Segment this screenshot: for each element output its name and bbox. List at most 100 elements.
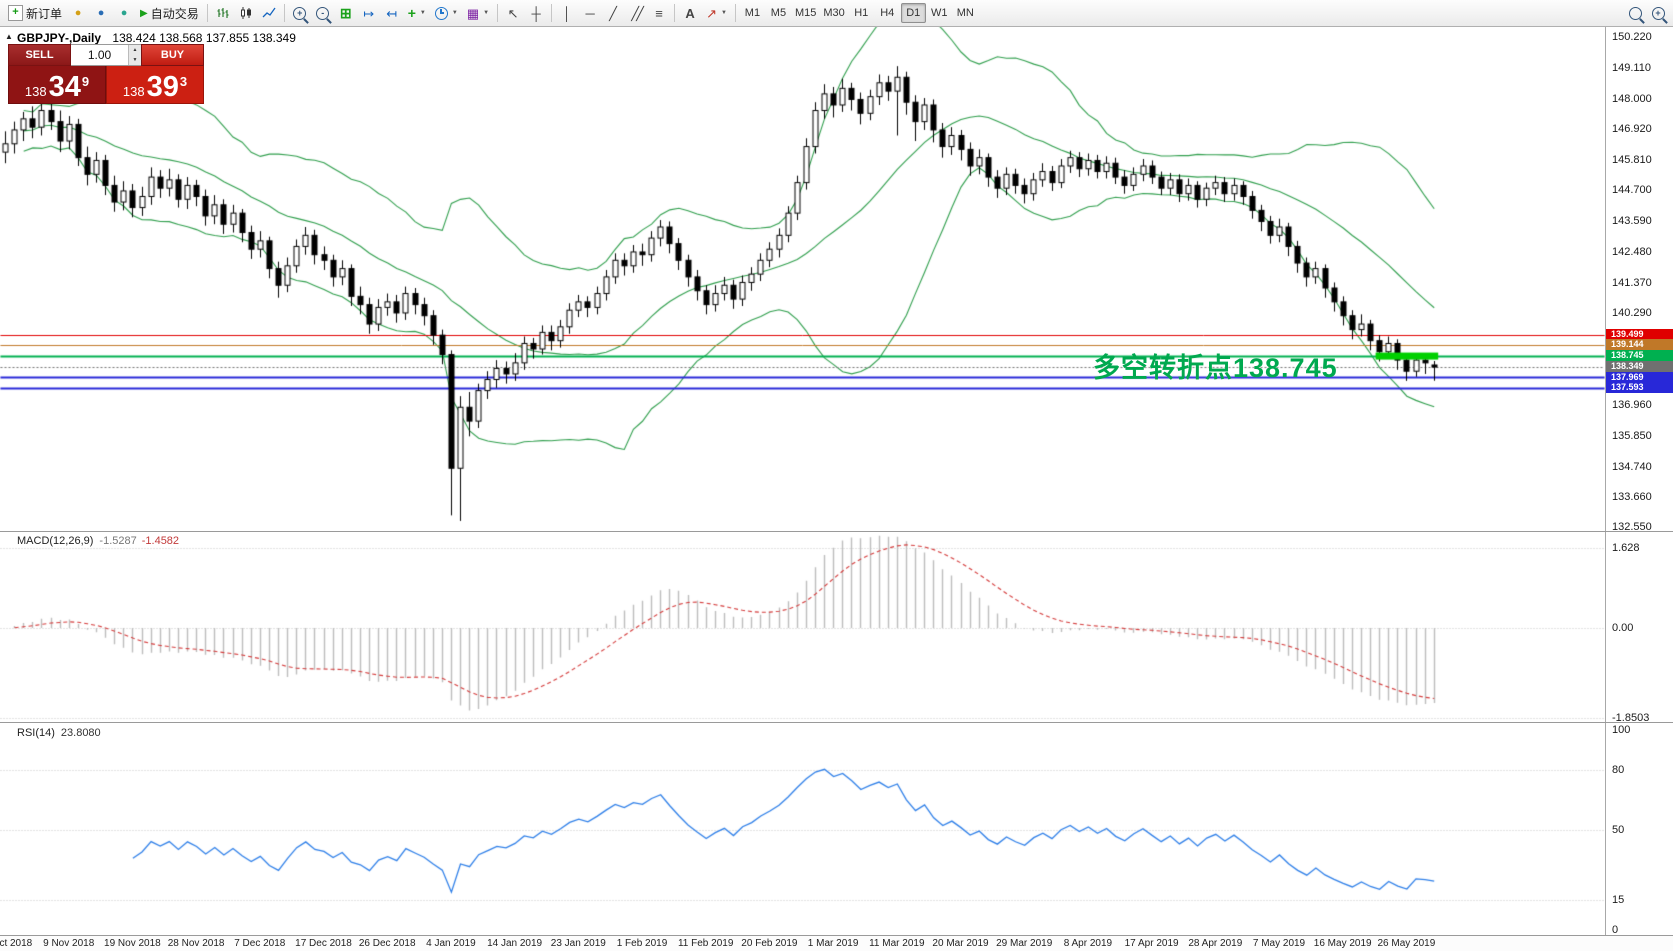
buy-button[interactable]: BUY — [141, 44, 204, 66]
timeframe-button-MN[interactable]: MN — [953, 3, 978, 23]
new-order-button[interactable]: + 新订单 — [4, 3, 66, 24]
timeframe-button-D1[interactable]: D1 — [900, 3, 926, 23]
macd-main-value: -1.5287 — [99, 535, 137, 547]
toolbar-separator — [497, 4, 499, 22]
text-tool-button[interactable]: A — [679, 3, 701, 24]
terminal-icon: ● — [120, 6, 128, 19]
navigator-button[interactable]: ● — [90, 3, 112, 24]
hline-price-tag[interactable]: 139.144 — [1606, 339, 1673, 350]
caret-down-icon: ▼ — [451, 10, 458, 16]
vertical-line-button[interactable]: │ — [556, 3, 578, 24]
timeframe-button-M30[interactable]: M30 — [820, 3, 847, 23]
auto-scroll-button[interactable]: ↦ — [358, 3, 380, 24]
main-chart-canvas[interactable] — [0, 26, 1605, 951]
time-axis-label: 31 Oct 2018 — [0, 938, 33, 949]
text-tool-icon: A — [685, 5, 695, 21]
toolbar: + 新订单 ● ● ● ▶ 自动交易 — [0, 0, 1673, 27]
channel-icon: ╱╱ — [631, 5, 644, 21]
volume-stepper[interactable]: 1.00 ▲ ▼ — [71, 44, 141, 66]
periods-button[interactable]: ▼ — [431, 3, 462, 24]
buy-price-button[interactable]: 138 39 3 — [106, 66, 204, 104]
channel-button[interactable]: ╱╱ — [625, 3, 647, 24]
time-axis-label: 20 Feb 2019 — [741, 938, 798, 949]
zoom-out-button[interactable]: - — [312, 3, 334, 24]
price-axis[interactable]: 150.220 149.110 148.000 146.920 145.810 144.7… — [1605, 26, 1673, 951]
chart-header: GBPJPY-,Daily 138.424 138.568 137.855 13… — [17, 31, 296, 45]
arrows-tool-button[interactable]: ↗ ▼ — [702, 3, 731, 24]
hline-price-tag[interactable]: 137.593 — [1606, 382, 1673, 394]
market-watch-button[interactable]: ● — [67, 3, 89, 24]
price-axis-tick: 141.370 — [1612, 276, 1652, 289]
fibonacci-icon: ≡ — [655, 5, 663, 21]
indicators-button[interactable]: + ▼ — [404, 3, 430, 24]
autotrade-button[interactable]: ▶ 自动交易 — [136, 3, 203, 24]
macd-title: MACD(12,26,9) — [17, 535, 94, 547]
zoom-in-button[interactable]: + — [289, 3, 311, 24]
time-axis-label: 26 Dec 2018 — [358, 938, 416, 949]
find-symbol-button[interactable]: + — [1647, 3, 1669, 24]
price-axis-tick: 133.660 — [1612, 490, 1652, 503]
arrows-tool-icon: ↗ — [706, 5, 717, 21]
timeframe-button-H1[interactable]: H1 — [849, 3, 874, 23]
price-axis-tick: 150.220 — [1612, 31, 1652, 44]
terminal-button[interactable]: ● — [113, 3, 135, 24]
fibonacci-button[interactable]: ≡ — [648, 3, 670, 24]
timeframe-button-M5[interactable]: M5 — [766, 3, 791, 23]
time-axis-label: 14 Jan 2019 — [487, 938, 543, 949]
timeframe-button-H4[interactable]: H4 — [875, 3, 900, 23]
price-axis-tick: 142.480 — [1612, 246, 1652, 258]
autotrade-label: 自动交易 — [150, 6, 199, 21]
price-axis-tick: 132.550 — [1612, 521, 1652, 534]
time-axis-label: 11 Feb 2019 — [677, 938, 734, 949]
toolbar-separator — [206, 4, 208, 22]
time-axis-label: 20 Mar 2019 — [932, 938, 989, 949]
time-axis-label: 7 May 2019 — [1252, 938, 1306, 949]
candlestick-chart-button[interactable] — [235, 3, 257, 24]
cursor-button[interactable]: ↖ — [502, 3, 524, 24]
one-click-toggle-icon[interactable]: ▲ — [5, 32, 13, 41]
time-axis[interactable]: 31 Oct 2018 9 Nov 2018 19 Nov 2018 28 Nov 2… — [0, 935, 1673, 951]
caret-down-icon: ▼ — [483, 10, 490, 16]
volume-up-button[interactable]: ▲ — [129, 45, 141, 55]
buy-price-sup: 3 — [179, 74, 188, 89]
macd-panel-separator[interactable] — [0, 531, 1673, 532]
timeframe-button-M1[interactable]: M1 — [740, 3, 765, 23]
market-watch-icon: ● — [74, 6, 82, 19]
rsi-panel-separator[interactable] — [0, 722, 1673, 723]
time-axis-label: 19 Nov 2018 — [104, 938, 161, 949]
toolbar-separator — [674, 4, 676, 22]
find-symbol-icon: + — [1651, 6, 1665, 20]
timeframe-button-M15[interactable]: M15 — [792, 3, 819, 23]
rsi-axis-label: 100 — [1612, 724, 1631, 736]
volume-value[interactable]: 1.00 — [87, 48, 112, 62]
trendline-button[interactable]: ╱ — [602, 3, 624, 24]
sell-price-sup: 9 — [81, 74, 90, 89]
hline-price-tag[interactable]: 138.745 — [1606, 350, 1673, 362]
rsi-title: RSI(14) — [17, 727, 55, 739]
hline-price-tag[interactable]: 137.969 — [1606, 371, 1673, 383]
chart-annotation-text[interactable]: 多空转折点138.745 — [1093, 353, 1338, 383]
time-axis-label: 1 Feb 2019 — [616, 938, 668, 949]
navigator-icon: ● — [97, 6, 105, 19]
macd-axis-label: -1.8503 — [1612, 712, 1650, 724]
cursor-icon: ↖ — [507, 5, 519, 21]
horizontal-line-button[interactable]: ─ — [579, 3, 601, 24]
volume-down-button[interactable]: ▼ — [129, 55, 141, 65]
time-axis-label: 1 Mar 2019 — [807, 938, 859, 949]
line-chart-button[interactable] — [258, 3, 280, 24]
macd-header: MACD(12,26,9) -1.5287 -1.4582 — [17, 535, 179, 547]
bar-chart-button[interactable] — [212, 3, 234, 24]
hline-price-tag[interactable]: 139.499 — [1606, 329, 1673, 341]
sell-button[interactable]: SELL — [8, 44, 71, 66]
sell-price-button[interactable]: 138 34 9 — [8, 66, 106, 104]
search-icon — [1628, 6, 1642, 20]
tile-windows-button[interactable]: ⊞ — [335, 3, 357, 24]
chart-shift-button[interactable]: ↤ — [381, 3, 403, 24]
new-order-label: 新订单 — [26, 6, 63, 21]
templates-button[interactable]: ▦ ▼ — [463, 3, 493, 24]
templates-icon: ▦ — [466, 5, 480, 21]
crosshair-button[interactable]: ┼ — [525, 3, 547, 24]
search-button[interactable] — [1624, 3, 1646, 24]
timeframe-button-W1[interactable]: W1 — [927, 3, 952, 23]
